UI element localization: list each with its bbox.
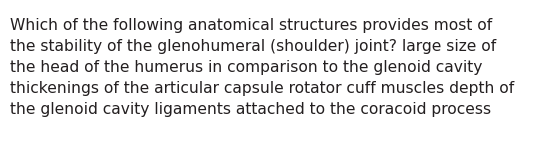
Text: Which of the following anatomical structures provides most of
the stability of t: Which of the following anatomical struct… [10, 18, 514, 118]
